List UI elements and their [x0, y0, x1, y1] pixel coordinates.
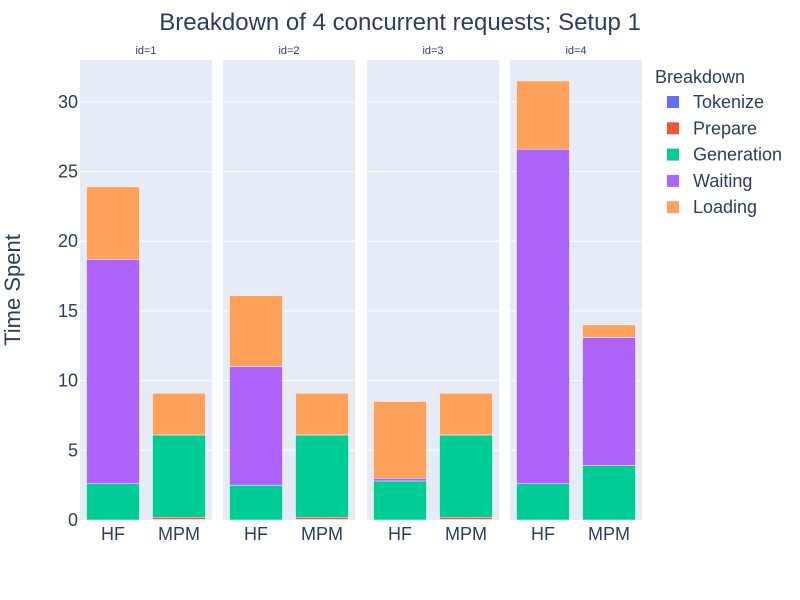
- bar-segment: [295, 392, 349, 436]
- bar-segment: [582, 324, 636, 338]
- legend-label: Tokenize: [693, 92, 764, 112]
- y-tick-label: 25: [58, 162, 78, 182]
- x-tick-label: MPM: [301, 524, 343, 544]
- facet-label: id=4: [565, 45, 586, 57]
- x-tick-label: MPM: [588, 524, 630, 544]
- facet-label: id=2: [278, 45, 299, 57]
- bar-segment: [439, 434, 493, 518]
- y-tick-label: 10: [58, 371, 78, 391]
- chart-title: Breakdown of 4 concurrent requests; Setu…: [159, 9, 641, 36]
- legend-swatch: [667, 174, 679, 187]
- bar-segment: [152, 516, 206, 520]
- bar-segment: [86, 483, 140, 521]
- bar-segment: [152, 434, 206, 518]
- bar-segment: [295, 434, 349, 518]
- bar-segment: [373, 477, 427, 482]
- y-tick-label: 30: [58, 92, 78, 112]
- bar-segment: [516, 483, 570, 521]
- y-tick-label: 0: [68, 510, 78, 530]
- legend-label: Generation: [693, 145, 782, 165]
- legend-label: Loading: [693, 197, 757, 217]
- x-tick-label: HF: [101, 524, 125, 544]
- bar-segment: [439, 516, 493, 520]
- bar-segment: [295, 516, 349, 520]
- facet-panel: id=4 HF MPM: [510, 45, 642, 544]
- legend-item[interactable]: Generation: [667, 145, 782, 165]
- legend-swatch: [667, 122, 679, 135]
- facet-panel: id=1 HF MPM: [80, 45, 212, 544]
- bar-segment: [86, 186, 140, 260]
- y-tick-label: 5: [68, 440, 78, 460]
- y-tick-label: 20: [58, 231, 78, 251]
- bar-segment: [373, 480, 427, 521]
- legend-label: Waiting: [693, 171, 752, 191]
- bar-segment: [86, 259, 140, 485]
- bar-segment: [152, 392, 206, 436]
- bar-segment: [439, 392, 493, 436]
- x-tick-label: HF: [244, 524, 268, 544]
- legend-label: Prepare: [693, 118, 757, 138]
- x-tick-label: MPM: [445, 524, 487, 544]
- bar-segment: [582, 465, 636, 521]
- legend: Breakdown Tokenize Prepare Generation Waiti…: [655, 67, 782, 217]
- bar-segment: [516, 80, 570, 150]
- legend-swatch: [667, 96, 679, 108]
- legend-swatch: [667, 201, 679, 214]
- facets: id=1 HF MPM id=2 HF MPM id=3 HF MPM id=4 HF MPM: [80, 45, 642, 544]
- x-tick-label: HF: [388, 524, 412, 544]
- x-tick-label: MPM: [158, 524, 200, 544]
- y-tick-label: 15: [58, 301, 78, 321]
- x-tick-label: HF: [531, 524, 555, 544]
- legend-item[interactable]: Loading: [667, 197, 757, 217]
- facet-label: id=1: [135, 45, 156, 57]
- facet-label: id=3: [422, 45, 443, 57]
- y-axis-title: Time Spent: [0, 234, 25, 346]
- legend-item[interactable]: Tokenize: [667, 92, 764, 112]
- bar-segment: [229, 366, 283, 486]
- bar-segment: [229, 295, 283, 367]
- bar-segment: [229, 484, 283, 521]
- y-axis: 0 5 10 15 20 25 30: [58, 92, 78, 530]
- bar-segment: [373, 401, 427, 479]
- facet-panel: id=3 HF MPM: [367, 45, 499, 544]
- legend-title: Breakdown: [655, 67, 745, 87]
- legend-item[interactable]: Prepare: [667, 118, 757, 138]
- bar-segment: [516, 148, 570, 485]
- bar-segment: [582, 337, 636, 466]
- legend-item[interactable]: Waiting: [667, 171, 752, 191]
- facet-panel: id=2 HF MPM: [223, 45, 355, 544]
- legend-swatch: [667, 148, 679, 161]
